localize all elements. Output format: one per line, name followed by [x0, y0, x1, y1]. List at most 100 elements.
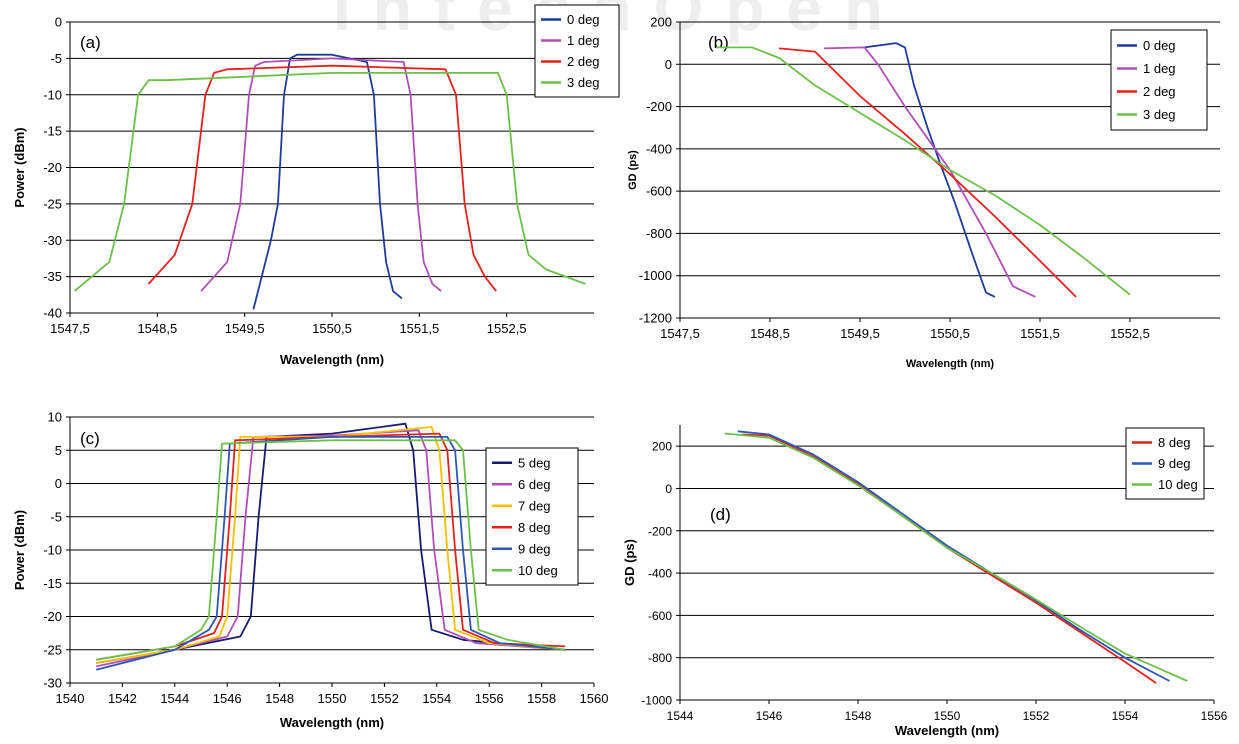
- y-tick-label: -10: [43, 87, 62, 102]
- x-tick-label: 1548: [845, 709, 872, 723]
- x-tick-label: 1542: [108, 691, 137, 706]
- legend-label: 5 deg: [518, 455, 551, 470]
- panel-letter: (d): [710, 505, 731, 524]
- legend-label: 8 deg: [1158, 435, 1191, 450]
- x-axis-title: Wavelength (nm): [280, 352, 384, 367]
- x-tick-label: 1552: [1023, 709, 1050, 723]
- x-tick-label: 1554: [1112, 709, 1139, 723]
- series-line: [724, 432, 1188, 682]
- x-tick-label: 1546: [213, 691, 242, 706]
- legend-label: 3 deg: [567, 75, 600, 90]
- y-tick-label: -15: [43, 124, 62, 139]
- x-tick-label: 1550: [318, 691, 347, 706]
- y-tick-label: 200: [652, 440, 672, 454]
- y-axis-title: GD (ps): [622, 539, 637, 586]
- x-axis-title: Wavelength (nm): [895, 723, 999, 738]
- y-tick-label: -800: [648, 651, 672, 665]
- y-axis-title: Power (dBm): [12, 127, 27, 207]
- y-axis-title: GD (ps): [627, 150, 639, 190]
- x-axis-title: Wavelength (nm): [280, 715, 384, 730]
- y-tick-label: 5: [55, 443, 62, 458]
- x-tick-label: 1549,5: [840, 326, 880, 341]
- series-line: [716, 46, 1131, 296]
- y-tick-label: -5: [50, 509, 62, 524]
- legend-label: 1 deg: [567, 33, 600, 48]
- y-tick-label: -25: [43, 642, 62, 657]
- legend-label: 10 deg: [1158, 477, 1198, 492]
- x-tick-label: 1558: [527, 691, 556, 706]
- series-line: [737, 430, 1170, 682]
- y-tick-label: -30: [43, 233, 62, 248]
- y-tick-label: -30: [43, 676, 62, 691]
- y-tick-label: -20: [43, 160, 62, 175]
- y-tick-label: 0: [665, 57, 672, 72]
- x-tick-label: 1556: [475, 691, 504, 706]
- y-tick-label: -200: [646, 99, 672, 114]
- series-line: [778, 47, 1077, 298]
- series-line: [252, 53, 403, 310]
- legend-label: 2 deg: [1143, 84, 1176, 99]
- series-line: [864, 42, 996, 298]
- panel-letter: (b): [708, 33, 729, 52]
- series-line: [147, 64, 497, 292]
- y-tick-label: 0: [665, 482, 672, 496]
- x-tick-label: 1550,5: [312, 321, 352, 336]
- series-line: [200, 57, 442, 292]
- x-tick-label: 1560: [580, 691, 609, 706]
- panel-letter: (a): [80, 33, 101, 52]
- x-tick-label: 1546: [756, 709, 783, 723]
- x-tick-label: 1540: [56, 691, 85, 706]
- series-line: [96, 422, 566, 664]
- legend-label: 8 deg: [518, 520, 551, 535]
- legend-label: 9 deg: [1158, 456, 1191, 471]
- x-tick-label: 1550,5: [930, 326, 970, 341]
- y-tick-label: -1200: [639, 311, 672, 326]
- x-tick-label: 1548,5: [137, 321, 177, 336]
- x-tick-label: 1544: [667, 709, 694, 723]
- legend-label: 0 deg: [1143, 38, 1176, 53]
- legend-label: 0 deg: [567, 12, 600, 27]
- legend-label: 3 deg: [1143, 107, 1176, 122]
- x-tick-label: 1551,5: [399, 321, 439, 336]
- legend-label: 1 deg: [1143, 61, 1176, 76]
- x-tick-label: 1550: [934, 709, 961, 723]
- y-tick-label: -400: [648, 567, 672, 581]
- legend-label: 10 deg: [518, 563, 558, 578]
- legend-label: 7 deg: [518, 498, 551, 513]
- series-line: [742, 433, 1157, 684]
- panel-d: -1000 -800 -600 -400 -200 0 200 1544 1546 1548 155…: [622, 425, 1228, 738]
- y-axis-title: Power (dBm): [12, 510, 27, 590]
- y-tick-label: -15: [43, 576, 62, 591]
- y-tick-label: -10: [43, 543, 62, 558]
- series-line: [96, 439, 566, 661]
- y-tick-label: 0: [55, 476, 62, 491]
- y-tick-label: -40: [43, 306, 62, 321]
- y-tick-label: -600: [648, 609, 672, 623]
- y-tick-label: -1000: [639, 268, 672, 283]
- y-tick-label: -800: [646, 226, 672, 241]
- series-line: [73, 72, 586, 292]
- legend-label: 2 deg: [567, 54, 600, 69]
- y-tick-label: -400: [646, 141, 672, 156]
- y-tick-label: 200: [650, 15, 672, 30]
- series-line: [823, 46, 1036, 298]
- legend-label: 6 deg: [518, 477, 551, 492]
- panel-letter: (c): [80, 429, 100, 448]
- x-tick-label: 1549,5: [225, 321, 265, 336]
- x-tick-label: 1552: [370, 691, 399, 706]
- x-tick-label: 1547,5: [660, 326, 700, 341]
- y-tick-label: -600: [646, 184, 672, 199]
- x-tick-label: 1548: [265, 691, 294, 706]
- x-tick-label: 1556: [1201, 709, 1228, 723]
- x-tick-label: 1547,5: [50, 321, 90, 336]
- series-line: [96, 429, 566, 668]
- y-tick-label: 0: [55, 15, 62, 30]
- y-tick-label: -25: [43, 196, 62, 211]
- x-tick-label: 1554: [422, 691, 451, 706]
- y-tick-label: 10: [48, 410, 62, 425]
- y-tick-label: -20: [43, 609, 62, 624]
- y-tick-label: -35: [43, 269, 62, 284]
- legend-label: 9 deg: [518, 541, 551, 556]
